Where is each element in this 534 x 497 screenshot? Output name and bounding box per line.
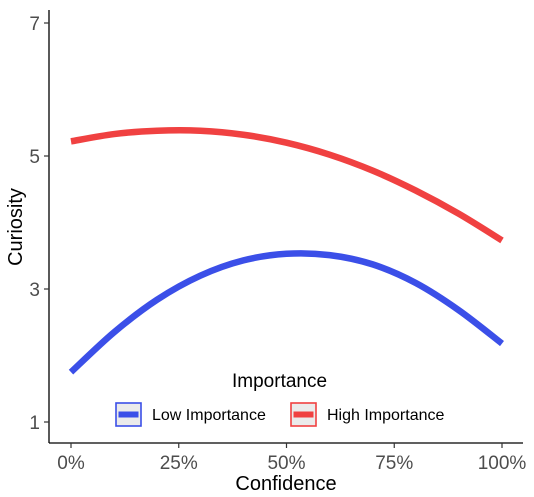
legend-item-high-importance: High Importance <box>290 402 444 427</box>
y-tick-label: 1 <box>29 413 40 434</box>
y-tick-label: 7 <box>29 14 40 35</box>
axes: 1 3 5 7 0% 25% 50% 75% 100% <box>29 10 526 474</box>
x-tick-label: 100% <box>478 453 527 474</box>
y-axis-title: Curiosity <box>5 188 27 266</box>
x-tick-label: 25% <box>160 453 198 474</box>
x-axis-title: Confidence <box>235 473 336 495</box>
legend-title: Importance <box>232 371 327 392</box>
y-tick-label: 3 <box>29 280 40 301</box>
series-line-high-importance <box>70 127 504 244</box>
legend: Importance Low Importance High Importanc… <box>115 371 444 427</box>
legend-label-low-importance: Low Importance <box>152 407 266 424</box>
x-tick-label: 75% <box>375 453 413 474</box>
series-lines <box>68 127 504 375</box>
series-line-low-importance <box>68 250 504 375</box>
x-tick-label: 50% <box>267 453 305 474</box>
y-tick-label: 5 <box>29 147 40 168</box>
legend-label-high-importance: High Importance <box>327 407 444 424</box>
legend-item-low-importance: Low Importance <box>115 402 266 427</box>
x-tick-label: 0% <box>57 453 85 474</box>
